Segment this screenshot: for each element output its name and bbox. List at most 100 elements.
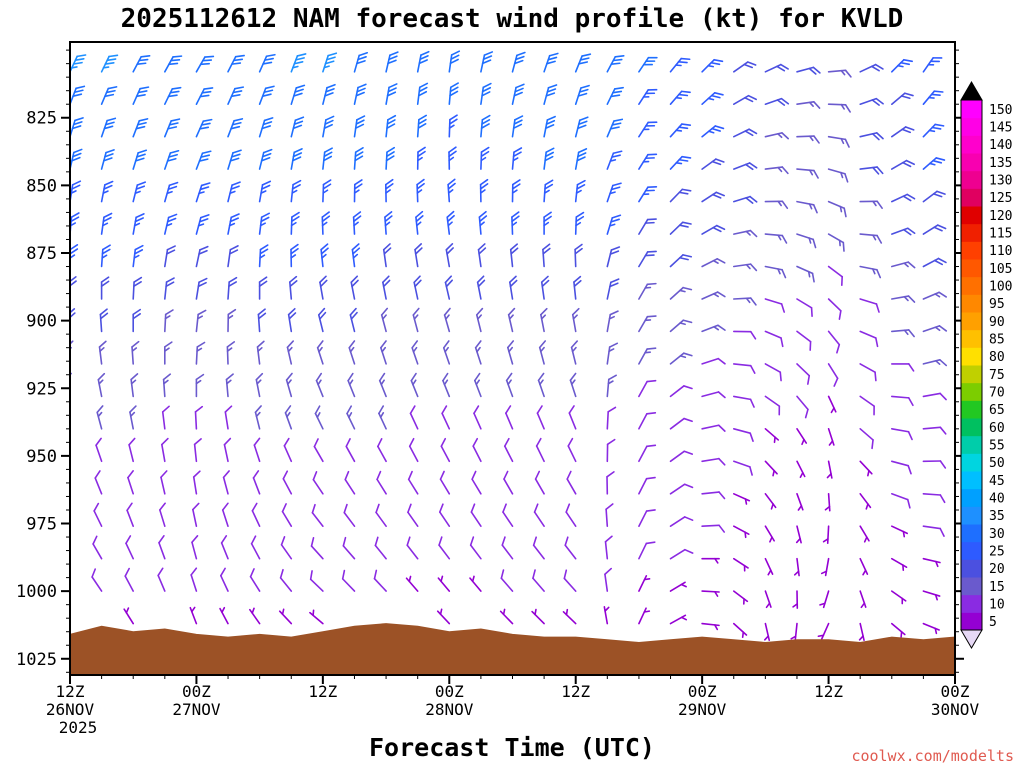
wind-barb: [316, 340, 324, 365]
watermark-link[interactable]: coolwx.com/modelts: [851, 747, 1014, 765]
wind-barb: [796, 265, 815, 283]
wind-barb: [219, 606, 229, 625]
wind-barb: [322, 83, 336, 105]
wind-barb: [890, 126, 915, 138]
wind-barb: [732, 525, 750, 539]
wind-barb: [827, 298, 842, 320]
wind-barb: [251, 502, 261, 528]
wind-barb: [565, 503, 577, 528]
wind-barb: [890, 525, 909, 538]
wind-barb: [416, 82, 429, 105]
colorbar-segment: [961, 594, 982, 613]
wind-barb: [543, 147, 555, 170]
wind-barb: [123, 607, 134, 625]
wind-barb: [477, 243, 487, 268]
wind-barb: [289, 275, 298, 300]
wind-barb: [503, 470, 514, 495]
colorbar: 5 10 15 20 25 30 35 40 45 50 55 60 65 70 75 80 85 90 95 100…: [960, 81, 1012, 649]
wind-barb: [790, 622, 798, 642]
wind-barb: [606, 438, 616, 463]
wind-barb: [279, 568, 293, 592]
wind-barb: [258, 85, 275, 105]
wind-barb: [859, 590, 867, 609]
wind-barb: [535, 437, 545, 463]
wind-barb: [827, 168, 849, 183]
wind-barb: [473, 405, 482, 430]
wind-barb: [162, 373, 172, 398]
wind-barb: [859, 166, 884, 175]
wind-barb: [411, 340, 419, 365]
wind-barb: [569, 372, 577, 398]
wind-barb: [574, 179, 586, 203]
wind-barb: [480, 51, 494, 73]
wind-barb: [351, 243, 361, 268]
wind-barb: [511, 51, 526, 73]
wind-barb: [129, 405, 137, 430]
wind-barb: [320, 243, 329, 268]
wind-barb: [669, 385, 693, 398]
wind-barb: [669, 516, 694, 528]
wind-barb: [474, 372, 482, 398]
wind-barb: [732, 229, 758, 238]
wind-barb: [732, 590, 749, 605]
colorbar-segment: [961, 223, 982, 242]
wind-barb: [92, 535, 103, 560]
wind-barb: [195, 373, 205, 398]
colorbar-segment: [961, 312, 982, 331]
colorbar-tick-label: 70: [989, 386, 1005, 401]
wind-barb: [258, 53, 276, 73]
wind-barb: [732, 195, 758, 204]
colorbar-segment: [961, 453, 982, 472]
wind-barb: [438, 536, 451, 560]
colorbar-under-arrow: [960, 629, 983, 649]
x-tick-label: 00Z: [688, 682, 717, 701]
wind-barb: [250, 535, 261, 560]
wind-barb: [543, 115, 556, 138]
colorbar-segment: [961, 206, 982, 225]
wind-barb: [796, 233, 817, 249]
wind-barb: [571, 307, 580, 333]
wind-barb: [638, 509, 656, 528]
wind-barb: [286, 340, 295, 365]
colorbar-tick-label: 75: [989, 368, 1005, 383]
wind-barb: [669, 319, 693, 333]
wind-barb: [290, 53, 307, 73]
wind-barb: [543, 211, 552, 235]
wind-barb: [764, 557, 774, 576]
wind-barb: [378, 372, 387, 398]
wind-barb: [574, 84, 590, 105]
wind-barb: [69, 340, 74, 365]
wind-barb: [796, 395, 809, 419]
y-tick-label: 1025: [16, 650, 57, 670]
wind-barb: [732, 297, 757, 306]
wind-barb: [511, 83, 525, 105]
colorbar-segment: [961, 524, 982, 543]
wind-barb: [258, 276, 268, 300]
wind-barb: [827, 233, 845, 252]
wind-barb: [827, 330, 841, 354]
wind-barb: [638, 444, 657, 463]
wind-barb: [69, 148, 83, 170]
x-tick-label: 00Z: [435, 682, 464, 701]
wind-barb: [447, 178, 456, 203]
wind-barb: [890, 460, 912, 475]
wind-barb: [669, 221, 692, 235]
wind-barb: [99, 308, 109, 333]
wind-barb: [604, 567, 612, 592]
wind-barb: [890, 557, 908, 571]
colorbar-tick-label: 95: [989, 297, 1005, 312]
wind-barb: [701, 357, 726, 365]
wind-barb: [474, 340, 482, 365]
wind-barb: [407, 470, 419, 495]
wind-barb: [345, 438, 356, 463]
colorbar-segment: [961, 577, 982, 596]
wind-barb: [448, 146, 457, 170]
wind-barb: [478, 210, 488, 235]
wind-barb: [701, 92, 724, 105]
wind-barb: [562, 608, 577, 625]
wind-barb: [796, 298, 813, 318]
wind-barb: [349, 307, 358, 333]
colorbar-segment: [961, 170, 982, 189]
x-tick-label: 12Z: [56, 682, 85, 701]
colorbar-tick-label: 145: [989, 121, 1012, 136]
